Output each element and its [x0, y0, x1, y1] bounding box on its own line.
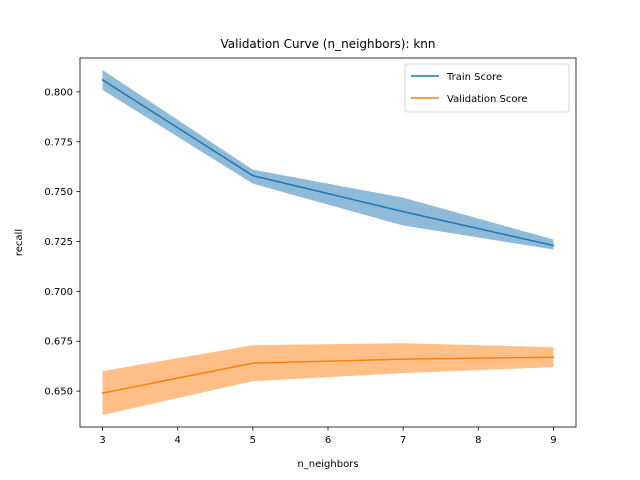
chart-title: Validation Curve (n_neighbors): knn [221, 37, 436, 51]
point-series-0-0 [101, 79, 104, 81]
x-tick-label-3: 6 [325, 435, 331, 446]
legend-box [404, 63, 570, 113]
band-series-0 [102, 69, 554, 250]
legend: Train Score Validation Score [404, 63, 570, 113]
y-axis-label: recall [14, 229, 25, 256]
y-tick-label-1: 0.675 [44, 337, 73, 348]
y-tick-label-5: 0.775 [44, 137, 73, 148]
y-tick-label-0: 0.650 [44, 387, 73, 398]
x-tick-label-5: 8 [475, 435, 481, 446]
line-series-1 [102, 356, 554, 394]
y-tick-label-3: 0.725 [44, 237, 73, 248]
x-tick-label-0: 3 [99, 435, 105, 446]
legend-label-0: Train Score [446, 72, 502, 83]
confidence-bands [102, 69, 554, 416]
x-tick-label-6: 9 [550, 435, 556, 446]
x-tick-label-1: 4 [175, 435, 181, 446]
x-axis-ticks: 3 4 5 6 7 8 9 [99, 427, 557, 446]
x-axis-label: n_neighbors [297, 459, 358, 470]
point-series-1-2 [402, 358, 404, 360]
y-tick-label-6: 0.800 [44, 87, 73, 98]
line-series-0 [102, 79, 554, 247]
x-tick-label-2: 5 [250, 435, 256, 446]
y-tick-label-2: 0.700 [44, 287, 73, 298]
y-axis-ticks: 0.650 0.675 0.700 0.725 0.750 0.775 0.800 [44, 87, 80, 398]
point-series-0-1 [252, 174, 254, 177]
point-series-1-3 [552, 356, 555, 358]
x-tick-label-4: 7 [400, 435, 406, 446]
band-series-1 [102, 343, 554, 416]
legend-label-1: Validation Score [447, 94, 528, 105]
point-series-0-3 [552, 244, 555, 247]
point-series-1-1 [252, 362, 254, 364]
point-series-0-2 [402, 210, 404, 213]
point-series-1-0 [101, 392, 104, 394]
y-tick-label-4: 0.750 [44, 187, 73, 198]
series-lines [101, 79, 555, 394]
